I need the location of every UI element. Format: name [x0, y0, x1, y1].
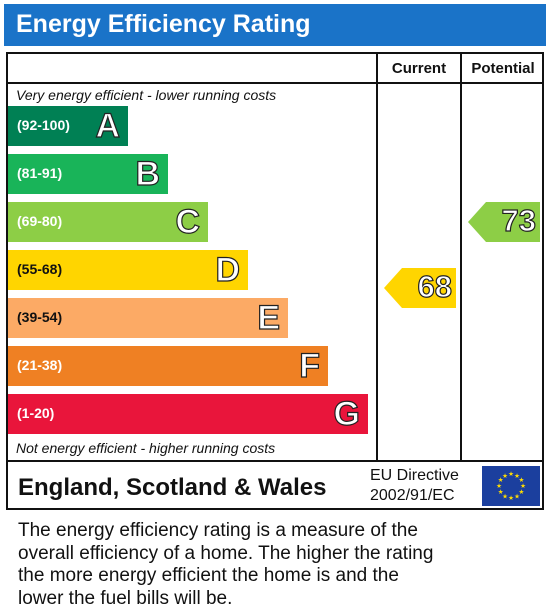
band-range-label: (81-91)	[17, 165, 63, 181]
band-d: (55-68) D	[8, 250, 248, 290]
eu-star: ★	[508, 470, 514, 478]
description-line: the more energy efficient the home is an…	[18, 565, 399, 586]
eu-directive-line1: EU Directive	[370, 467, 459, 484]
band-c: (69-80) C	[8, 202, 208, 242]
column-divider-potential	[460, 52, 462, 460]
band-range-label: (69-80)	[17, 213, 63, 229]
footer-region: England, Scotland & Wales	[18, 474, 327, 501]
eu-star: ★	[518, 476, 524, 484]
band-g: (1-20) G	[8, 394, 368, 434]
band-letter-label: B	[135, 154, 161, 193]
eu-star: ★	[502, 472, 508, 480]
band-letter-label: F	[299, 346, 321, 385]
eu-star: ★	[496, 482, 502, 490]
arrow-shape	[384, 268, 456, 308]
rating-table	[6, 52, 544, 510]
description-line: overall efficiency of a home. The higher…	[18, 542, 434, 564]
header-row-divider	[6, 82, 544, 84]
band-range-label: (21-38)	[17, 357, 63, 373]
eu-star: ★	[520, 482, 526, 490]
band-a: (92-100) A	[8, 106, 128, 146]
band-b: (81-91) B	[8, 154, 168, 194]
band-f: (21-38) F	[8, 346, 328, 386]
description-line: lower the fuel bills will be.	[18, 587, 233, 609]
note-inefficient: Not energy efficient - higher running co…	[16, 440, 276, 456]
description: The energy efficiency rating is a measur…	[18, 520, 538, 610]
eu-star: ★	[514, 472, 520, 480]
eu-flag-icon: ★ ★ ★ ★ ★ ★ ★ ★ ★ ★ ★ ★	[482, 466, 540, 506]
arrow-shape	[468, 202, 540, 242]
eu-directive-line2: 2002/91/EC	[370, 487, 455, 504]
eu-star: ★	[518, 488, 524, 496]
column-header-current: Current	[391, 60, 447, 77]
eu-star: ★	[508, 494, 514, 502]
column-header-potential: Potential	[471, 60, 535, 77]
arrow-value-label: 68	[417, 268, 453, 304]
header-bar: Energy Efficiency Rating	[4, 4, 546, 46]
arrow-fill	[384, 268, 456, 308]
band-letter-label: C	[175, 202, 201, 241]
eu-star: ★	[514, 493, 520, 501]
eu-star: ★	[498, 476, 504, 484]
page-title: Energy Efficiency Rating	[16, 10, 311, 38]
eu-directive: EU Directive 2002/91/EC	[370, 466, 459, 506]
band-range-label: (55-68)	[17, 261, 63, 277]
arrow-potential: 73	[468, 202, 540, 242]
band-letter-label: E	[257, 298, 281, 337]
arrow-fill	[468, 202, 540, 242]
footer-row-divider	[6, 460, 544, 462]
note-efficient: Very energy efficient - lower running co…	[16, 87, 277, 103]
band-letter-label: G	[333, 394, 361, 433]
band-range-label: (1-20)	[17, 405, 55, 421]
column-divider-current	[376, 52, 378, 460]
band-letter-label: A	[95, 106, 121, 145]
eu-star: ★	[498, 488, 504, 496]
eu-star: ★	[502, 493, 508, 501]
band-range-label: (39-54)	[17, 309, 63, 325]
band-e: (39-54) E	[8, 298, 288, 338]
arrow-current: 68	[384, 268, 456, 308]
band-letter-label: D	[215, 250, 241, 289]
arrow-value-label: 73	[501, 202, 537, 238]
description-line: The energy efficiency rating is a measur…	[18, 520, 418, 541]
band-range-label: (92-100)	[17, 117, 70, 133]
